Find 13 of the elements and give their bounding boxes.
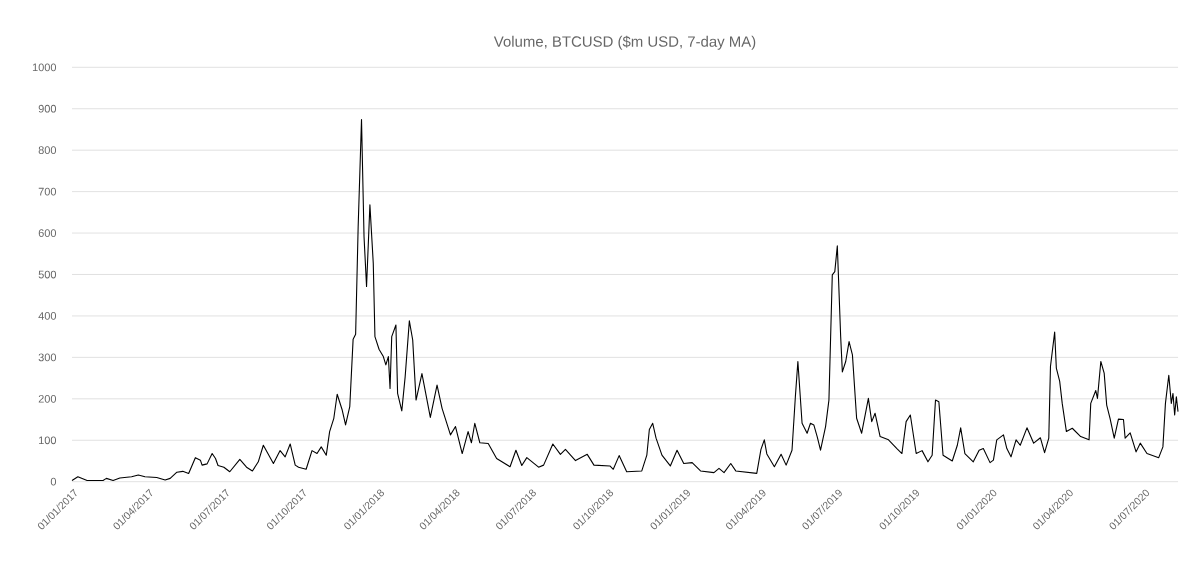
y-tick-label: 300 xyxy=(38,353,57,362)
line-series xyxy=(71,118,1179,482)
y-tick-label: 400 xyxy=(38,312,57,320)
y-tick-label: 800 xyxy=(38,146,57,155)
y-tick-label: 600 xyxy=(38,229,57,237)
y-tick-label: 500 xyxy=(38,270,57,279)
y-tick-label: 700 xyxy=(38,187,57,196)
y-tick-label: 100 xyxy=(39,436,57,445)
y-tick-label: 200 xyxy=(38,394,57,403)
chart-title: Volume, BTCUSD ($m USD, 7-day MA) xyxy=(493,35,756,50)
y-tick-label: 1000 xyxy=(32,63,57,72)
y-tick-label: 900 xyxy=(38,104,57,113)
y-tick-label: 0 xyxy=(50,477,57,486)
